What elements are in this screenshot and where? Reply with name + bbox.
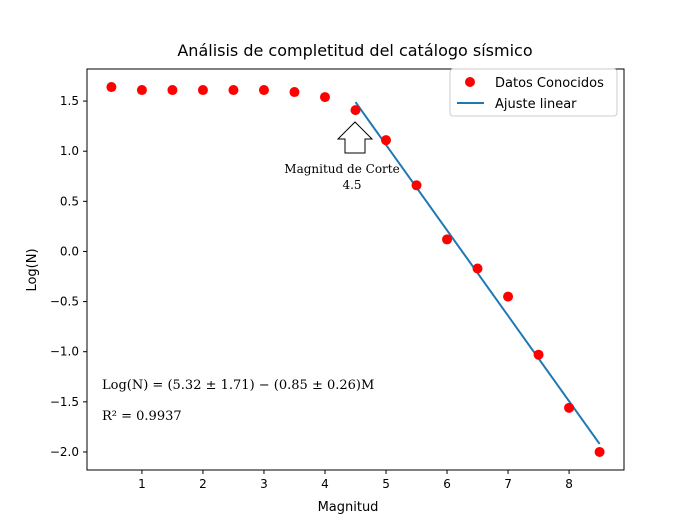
y-tick-label: 0.5	[60, 194, 79, 208]
legend-label-ajuste: Ajuste linear	[495, 97, 577, 112]
data-point	[350, 105, 361, 116]
data-point	[258, 85, 269, 96]
data-point	[197, 85, 208, 96]
y-axis-label: Log(N)	[25, 248, 40, 291]
cutoff-arrow	[336, 121, 374, 154]
legend-box	[449, 68, 618, 117]
fit-equation: Log(N) = (5.32 ± 1.71) − (0.85 ± 0.26)M	[102, 378, 374, 393]
legend-marker-datos	[465, 77, 475, 87]
data-point	[533, 349, 544, 360]
y-tick-label: −1.0	[50, 345, 79, 359]
x-tick-label: 3	[260, 477, 268, 491]
x-tick-label: 6	[443, 477, 451, 491]
data-point	[167, 85, 178, 96]
y-tick-label: −2.0	[50, 445, 79, 459]
data-point	[503, 291, 514, 302]
y-tick-label: 1.0	[60, 144, 79, 158]
cutoff-value: 4.5	[342, 178, 361, 192]
x-tick-label: 7	[504, 477, 512, 491]
x-tick-label: 8	[565, 477, 573, 491]
y-tick-label: −0.5	[50, 295, 79, 309]
data-point	[381, 135, 392, 146]
y-tick-label: 0.0	[60, 244, 79, 258]
legend: Datos Conocidos Ajuste linear	[449, 68, 618, 117]
data-point	[564, 402, 575, 413]
y-tick-label: −1.5	[50, 395, 79, 409]
y-tick-label: 1.5	[60, 94, 79, 108]
data-point	[411, 180, 422, 191]
x-tick-label: 5	[382, 477, 390, 491]
legend-label-datos: Datos Conocidos	[495, 76, 604, 91]
data-point	[594, 446, 605, 457]
x-tick-label: 2	[199, 477, 207, 491]
data-point	[106, 82, 117, 93]
cutoff-label: Magnitud de Corte	[284, 162, 399, 176]
chart-title: Análisis de completitud del catálogo sís…	[177, 41, 532, 60]
data-point	[319, 92, 330, 103]
x-tick-label: 1	[138, 477, 146, 491]
axes-frame	[86, 68, 625, 471]
data-point	[472, 263, 483, 274]
plot-area: 1 2 3 4 5 6 7 8 −2.0 −1.5 −1.0 −0.5 0.0 0.5 1.0 1.5	[50, 68, 625, 491]
x-tick-label: 4	[321, 477, 329, 491]
data-point	[228, 85, 239, 96]
cutoff-annotation: Magnitud de Corte 4.5	[284, 121, 400, 192]
x-axis-label: Magnitud	[318, 500, 379, 515]
data-point	[136, 85, 147, 96]
r-squared: R² = 0.9937	[102, 409, 182, 424]
data-point	[289, 87, 300, 98]
data-point	[442, 234, 453, 245]
